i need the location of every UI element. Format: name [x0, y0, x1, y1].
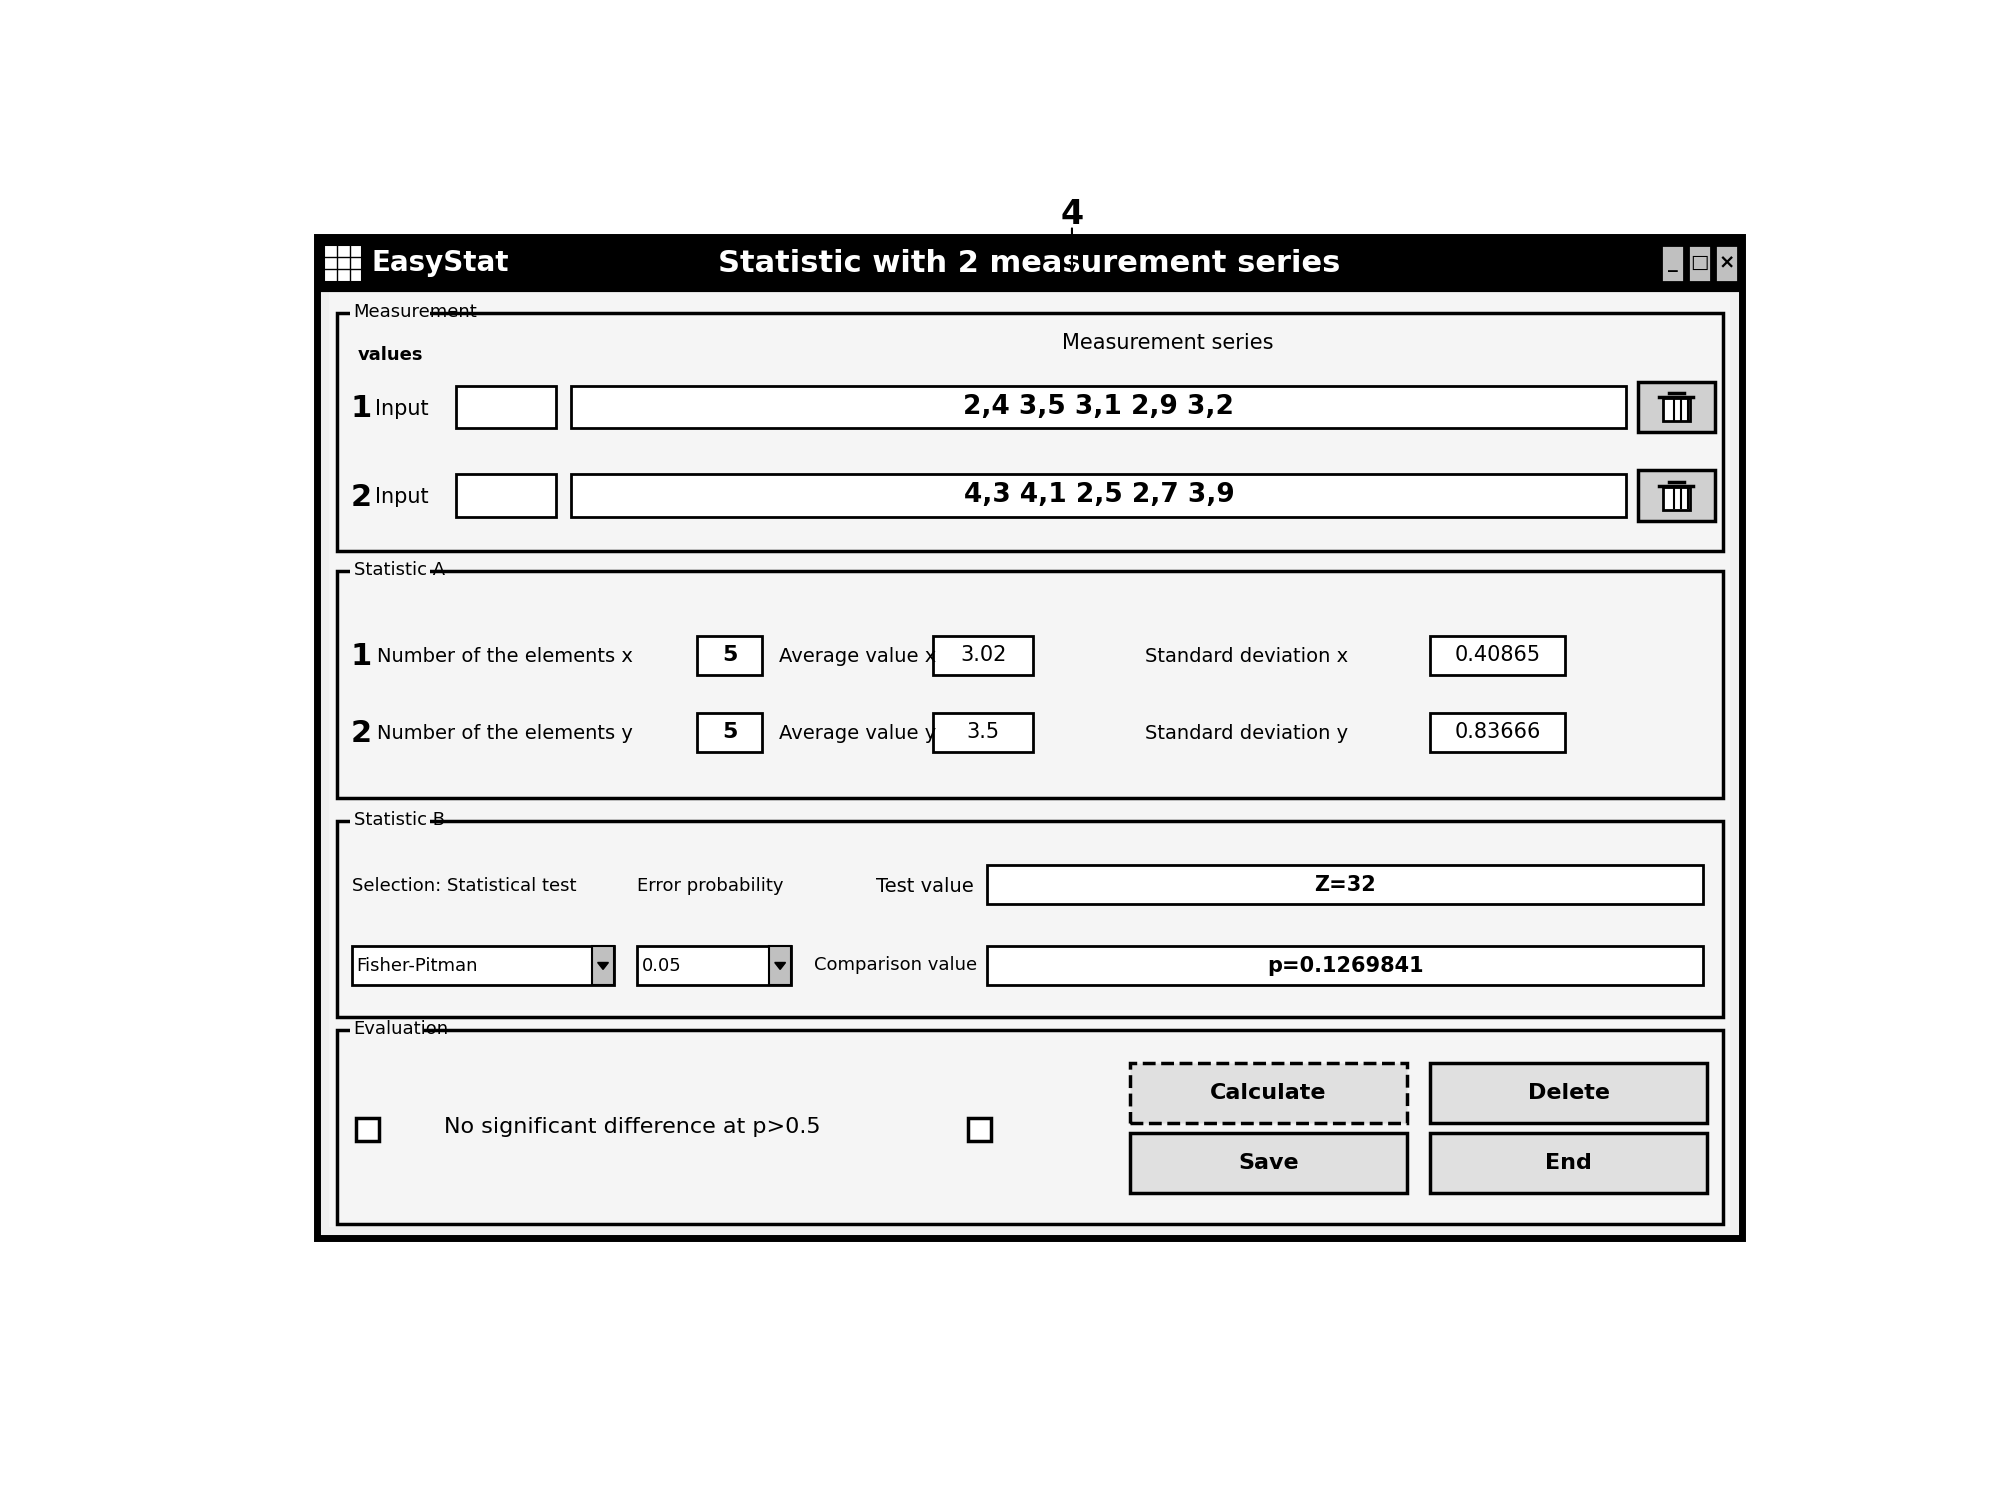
Text: Delete: Delete: [1528, 1084, 1608, 1103]
Bar: [968, 1118, 990, 1141]
Bar: [1714, 245, 1736, 283]
Text: 1: 1: [351, 395, 371, 423]
Bar: [591, 946, 614, 985]
Bar: [571, 474, 1626, 517]
Text: values: values: [359, 345, 423, 363]
Bar: [455, 474, 555, 517]
Bar: [1430, 713, 1564, 752]
Text: Input: Input: [375, 399, 429, 419]
Text: Comparison value: Comparison value: [814, 955, 976, 973]
Text: 3.02: 3.02: [960, 646, 1007, 665]
Text: ×: ×: [1718, 253, 1734, 272]
Bar: [696, 713, 762, 752]
Text: 5: 5: [722, 646, 738, 665]
Text: _: _: [1666, 253, 1676, 272]
Bar: [1430, 635, 1564, 674]
Text: 1: 1: [351, 643, 371, 671]
Bar: [337, 821, 1722, 1017]
Text: Test value: Test value: [874, 876, 972, 896]
Bar: [1129, 1133, 1406, 1193]
Bar: [337, 312, 1722, 552]
Bar: [1430, 1133, 1706, 1193]
Text: End: End: [1544, 1153, 1592, 1172]
Text: 0.83666: 0.83666: [1454, 722, 1540, 742]
Text: Measurement: Measurement: [353, 303, 477, 321]
Text: 2: 2: [351, 719, 371, 749]
Polygon shape: [774, 963, 786, 969]
Text: 5: 5: [722, 722, 738, 742]
Text: Average value x: Average value x: [780, 647, 936, 667]
Bar: [1662, 487, 1690, 510]
Text: 0.40865: 0.40865: [1454, 646, 1540, 665]
Text: Standard deviation y: Standard deviation y: [1145, 724, 1347, 743]
Bar: [1662, 398, 1690, 422]
Bar: [638, 946, 790, 985]
Bar: [986, 866, 1702, 904]
Bar: [351, 813, 429, 828]
Bar: [696, 635, 762, 674]
Bar: [323, 245, 361, 283]
Text: Save: Save: [1237, 1153, 1297, 1172]
Text: Average value y: Average value y: [780, 724, 936, 743]
Text: Error probability: Error probability: [638, 878, 784, 896]
Bar: [932, 713, 1033, 752]
Bar: [1129, 1063, 1406, 1123]
Bar: [351, 305, 429, 320]
Text: Statistic A: Statistic A: [353, 561, 445, 579]
Text: 0.05: 0.05: [642, 957, 682, 975]
Text: 2: 2: [351, 483, 371, 511]
Text: Evaluation: Evaluation: [353, 1021, 449, 1039]
Text: 4,3 4,1 2,5 2,7 3,9: 4,3 4,1 2,5 2,7 3,9: [962, 483, 1233, 508]
Bar: [1660, 245, 1684, 283]
Text: 3.5: 3.5: [966, 722, 998, 742]
Bar: [351, 1023, 423, 1038]
Bar: [455, 386, 555, 428]
Text: EasyStat: EasyStat: [371, 250, 509, 278]
Bar: [770, 946, 790, 985]
Bar: [317, 238, 1740, 1238]
Text: p=0.1269841: p=0.1269841: [1267, 955, 1424, 976]
Text: Number of the elements x: Number of the elements x: [377, 647, 632, 667]
Bar: [932, 635, 1033, 674]
Bar: [571, 386, 1626, 428]
Polygon shape: [597, 963, 608, 969]
Bar: [1638, 471, 1714, 520]
Text: Measurement series: Measurement series: [1063, 333, 1273, 353]
Bar: [1430, 1063, 1706, 1123]
Text: 4: 4: [1061, 197, 1083, 230]
Bar: [351, 564, 429, 577]
Bar: [355, 1118, 379, 1141]
Text: Statistic B: Statistic B: [353, 812, 445, 830]
Bar: [986, 946, 1702, 985]
Text: □: □: [1690, 253, 1708, 272]
Text: 2,4 3,5 3,1 2,9 3,2: 2,4 3,5 3,1 2,9 3,2: [962, 395, 1233, 420]
Bar: [351, 946, 614, 985]
Bar: [337, 1030, 1722, 1224]
Text: Standard deviation x: Standard deviation x: [1145, 647, 1347, 667]
Bar: [1638, 381, 1714, 432]
Text: No significant difference at p>0.5: No significant difference at p>0.5: [445, 1117, 820, 1138]
Bar: [337, 571, 1722, 798]
Text: Z=32: Z=32: [1313, 875, 1375, 894]
Bar: [1686, 245, 1710, 283]
Text: Number of the elements y: Number of the elements y: [377, 724, 632, 743]
Text: Statistic with 2 measurement series: Statistic with 2 measurement series: [718, 248, 1339, 278]
Text: Fisher-Pitman: Fisher-Pitman: [357, 957, 477, 975]
Bar: [329, 290, 1730, 1226]
Text: Selection: Statistical test: Selection: Statistical test: [351, 878, 575, 896]
Text: Calculate: Calculate: [1209, 1084, 1325, 1103]
Text: Input: Input: [375, 487, 429, 507]
Bar: [317, 238, 1740, 290]
